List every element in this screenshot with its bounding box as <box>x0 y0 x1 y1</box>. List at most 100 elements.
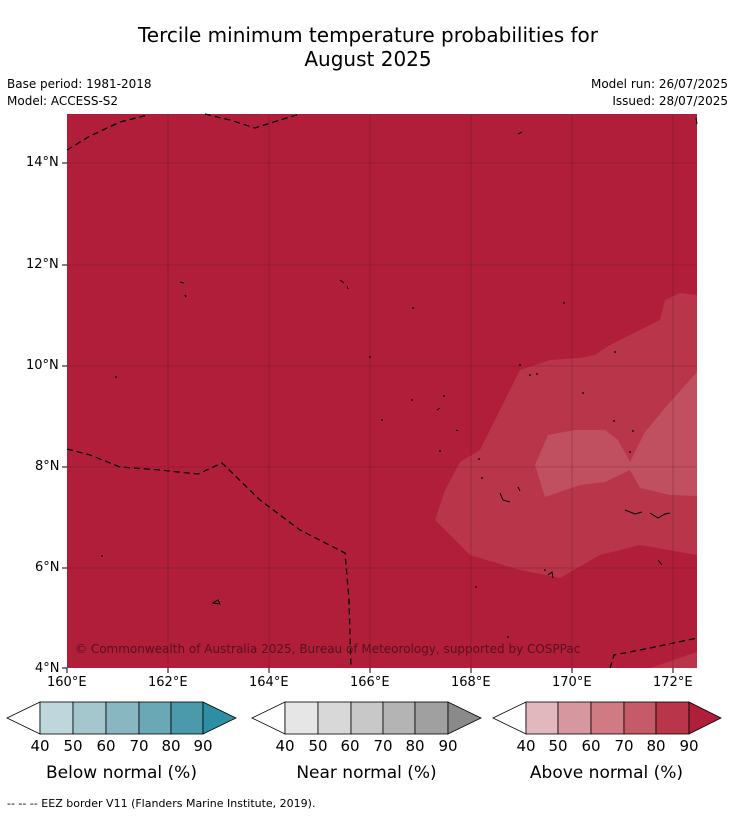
island-dot <box>478 458 480 460</box>
colorbar-label: 60 <box>96 737 116 755</box>
colorbar-label: 70 <box>614 737 634 755</box>
colorbar-label: 50 <box>63 737 83 755</box>
issued-date: Issued: 28/07/2025 <box>612 94 728 108</box>
probability-80-region-south <box>650 652 697 668</box>
colorbar-extend-high <box>688 701 722 735</box>
probability-70-region <box>535 372 697 497</box>
atoll-outline <box>499 486 521 503</box>
lat-tick-label: 10°N <box>26 358 59 373</box>
island-dot <box>507 636 509 638</box>
island-dot <box>519 364 521 366</box>
colorbar-near <box>251 701 482 735</box>
colorbar-label: 80 <box>646 737 666 755</box>
island-dot <box>632 430 634 432</box>
base-period: Base period: 1981-2018 <box>7 77 152 91</box>
model-name: Model: ACCESS-S2 <box>7 94 119 108</box>
colorbar-segment <box>39 701 74 735</box>
model-run: Model run: 26/07/2025 <box>590 77 728 91</box>
eez-border-southeast <box>609 637 698 669</box>
island-dot <box>629 451 631 453</box>
island-dot <box>412 307 414 309</box>
island-dot <box>613 420 615 422</box>
atoll-outline <box>339 279 349 290</box>
colorbar-below <box>6 701 237 735</box>
lon-tick-label: 160°E <box>47 675 87 690</box>
colorbar-segment <box>105 701 140 735</box>
island-dots <box>101 302 634 638</box>
lon-tick-label: 170°E <box>552 675 592 690</box>
islands <box>179 117 698 605</box>
colorbar-segment <box>414 701 449 735</box>
atoll-outline <box>624 509 671 519</box>
atoll-outline <box>517 131 523 135</box>
colorbar-label: 40 <box>516 737 536 755</box>
colorbar-segment <box>590 701 625 735</box>
island-dot <box>614 351 616 353</box>
colorbar-segment <box>525 701 559 735</box>
island-dot <box>582 392 584 394</box>
colorbar-segment <box>623 701 657 735</box>
lon-tick-label: 164°E <box>249 675 289 690</box>
lat-tick-label: 8°N <box>35 459 60 474</box>
atoll-outline <box>211 599 221 605</box>
island-dot <box>529 374 531 376</box>
colorbar-extend-high <box>202 701 237 735</box>
atoll-outline <box>657 559 663 566</box>
colorbar-label: 70 <box>129 737 149 755</box>
island-dot <box>443 395 445 397</box>
colorbar-segment <box>72 701 107 735</box>
colorbar-label: 50 <box>548 737 568 755</box>
colorbar-extend-high <box>447 701 482 735</box>
atoll-outline <box>436 407 459 432</box>
island-dot <box>369 356 371 358</box>
lon-tick-label: 172°E <box>653 675 693 690</box>
colorbar-label: 60 <box>581 737 601 755</box>
colorbar-segment <box>170 701 204 735</box>
colorbar-title-above: Above normal (%) <box>529 763 684 783</box>
atoll-outline <box>695 117 698 125</box>
lon-tick-label: 166°E <box>350 675 390 690</box>
island-dot <box>101 555 103 557</box>
colorbar-segment <box>138 701 172 735</box>
colorbar-above <box>492 701 722 735</box>
colorbar-label: 90 <box>193 737 213 755</box>
colorbar-extend-low <box>492 701 527 735</box>
eez-border-north <box>66 113 301 151</box>
colorbar-segment <box>382 701 416 735</box>
copyright-notice: © Commonwealth of Australia 2025, Bureau… <box>75 642 580 656</box>
colorbar-label: 80 <box>161 737 181 755</box>
colorbar-label: 40 <box>30 737 50 755</box>
map-title-line2: August 2025 <box>304 47 432 71</box>
island-dot <box>475 586 477 588</box>
island-dot <box>536 373 538 375</box>
colorbar-label: 50 <box>308 737 328 755</box>
island-dot <box>481 477 483 479</box>
island-dot <box>411 399 413 401</box>
colorbar-label: 60 <box>340 737 360 755</box>
lon-tick-label: 168°E <box>451 675 491 690</box>
colorbar-label: 90 <box>438 737 458 755</box>
atoll-outline <box>179 281 187 298</box>
lat-tick-label: 4°N <box>35 661 60 676</box>
atoll-outline <box>547 571 554 579</box>
eez-border-west <box>66 448 352 669</box>
colorbar-label: 70 <box>373 737 393 755</box>
island-dot <box>115 376 117 378</box>
eez-footnote: -- -- -- EEZ border V11 (Flanders Marine… <box>7 797 316 810</box>
colorbar-label: 40 <box>275 737 295 755</box>
eez-borders <box>66 113 698 669</box>
colorbar-title-below: Below normal (%) <box>46 763 197 783</box>
lon-tick-label: 162°E <box>148 675 188 690</box>
lat-tick-label: 12°N <box>26 257 59 272</box>
colorbar-title-near: Near normal (%) <box>296 763 437 783</box>
colorbar-label: 90 <box>679 737 699 755</box>
colorbar-segment <box>350 701 384 735</box>
colorbar-extend-low <box>251 701 286 735</box>
colorbar-label: 80 <box>405 737 425 755</box>
colorbar-segment <box>655 701 690 735</box>
map-title-line1: Tercile minimum temperature probabilitie… <box>137 23 599 47</box>
colorbar-segment <box>557 701 592 735</box>
island-dot <box>381 419 383 421</box>
lat-tick-label: 6°N <box>35 560 60 575</box>
